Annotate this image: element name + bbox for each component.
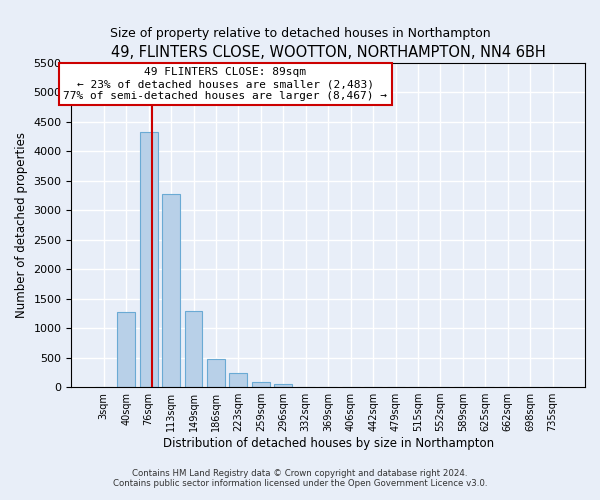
Bar [185, 311, 202, 387]
X-axis label: Distribution of detached houses by size in Northampton: Distribution of detached houses by size … [163, 437, 494, 450]
Bar [252, 382, 270, 387]
Y-axis label: Number of detached properties: Number of detached properties [15, 132, 28, 318]
Bar [140, 132, 158, 387]
Text: Size of property relative to detached houses in Northampton: Size of property relative to detached ho… [110, 28, 490, 40]
Title: 49, FLINTERS CLOSE, WOOTTON, NORTHAMPTON, NN4 6BH: 49, FLINTERS CLOSE, WOOTTON, NORTHAMPTON… [111, 45, 545, 60]
Bar [274, 384, 292, 387]
Text: Contains HM Land Registry data © Crown copyright and database right 2024.: Contains HM Land Registry data © Crown c… [132, 470, 468, 478]
Bar [229, 373, 247, 387]
Text: 49 FLINTERS CLOSE: 89sqm
← 23% of detached houses are smaller (2,483)
77% of sem: 49 FLINTERS CLOSE: 89sqm ← 23% of detach… [64, 68, 388, 100]
Text: Contains public sector information licensed under the Open Government Licence v3: Contains public sector information licen… [113, 478, 487, 488]
Bar [207, 359, 225, 387]
Bar [162, 194, 180, 387]
Bar [117, 312, 135, 387]
